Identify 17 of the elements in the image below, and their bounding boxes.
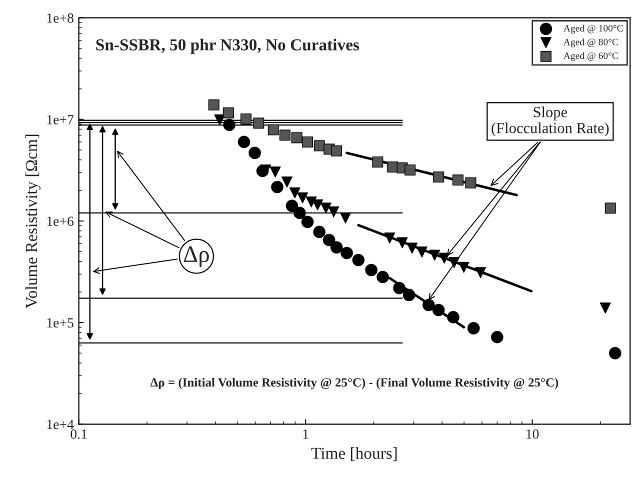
annotation: Δρ = (Initial Volume Resistivity @ 25°C) - (Final Volume Resistivity @ 25°C)	[150, 378, 558, 390]
x-axis-title: Time [hours]	[311, 447, 397, 461]
x-tick-label: 10	[526, 429, 539, 439]
x-tick-label: 0.1	[70, 429, 87, 439]
x-tick-label: 1	[303, 429, 308, 439]
y-tick-label: 1e+6	[47, 216, 74, 226]
annotation: Δρ	[184, 246, 209, 267]
legend-label: Aged @ 80°C	[564, 38, 618, 48]
y-tick-label: 1e+4	[47, 420, 74, 430]
annotation: Slope (Flocculation Rate)	[492, 106, 609, 136]
legend-label: Aged @ 60°C	[564, 52, 618, 62]
y-axis-title: Volume Resistivity [Ωcm]	[25, 134, 41, 308]
text: Sn-SSBR, 50 phr N330, No Curatives	[96, 38, 360, 54]
y-tick-label: 1e+5	[47, 318, 74, 328]
y-tick-label: 1e+7	[47, 115, 74, 124]
legend-label: Aged @ 100°C	[564, 24, 623, 34]
y-tick-label: 1e+8	[47, 13, 74, 23]
